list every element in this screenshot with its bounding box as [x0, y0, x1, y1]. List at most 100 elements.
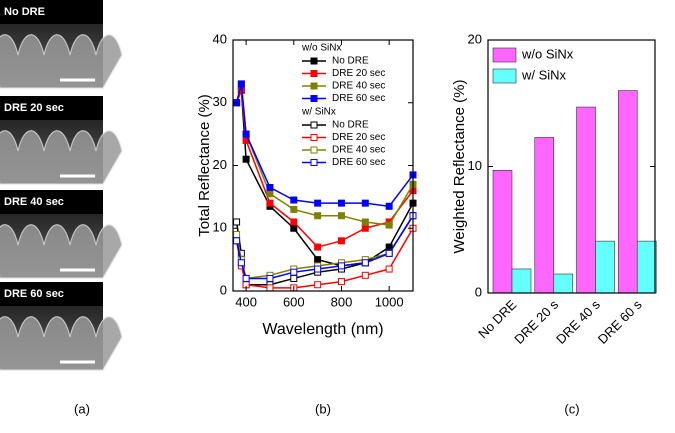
panel-caption: (a) [74, 401, 90, 416]
legend-label: w/o SiNx [521, 46, 574, 61]
data-point [361, 259, 369, 267]
data-point [314, 199, 322, 207]
data-point [385, 202, 393, 210]
data-point [385, 265, 393, 273]
x-tick-label: DRE 60 s [595, 297, 645, 347]
panel-caption: (b) [315, 401, 331, 416]
data-point [290, 274, 298, 282]
data-point [266, 284, 274, 292]
y-tick-label: 30 [213, 94, 227, 109]
data-line [235, 215, 414, 280]
legend-label: w/ SiNx [521, 67, 567, 82]
data-point [361, 199, 369, 207]
data-line [235, 83, 414, 208]
legend-swatch [492, 47, 517, 63]
sem-label: DRE 60 sec [4, 288, 64, 300]
data-point [237, 259, 245, 267]
sem-label-strip [0, 0, 103, 24]
x-tick-label: DRE 20 s [511, 297, 561, 347]
data-point [233, 237, 241, 245]
panel-caption: (c) [564, 401, 579, 416]
data-point [337, 278, 345, 286]
data-point [266, 183, 274, 191]
data-point [314, 256, 322, 264]
data-point [337, 262, 345, 270]
data-point [233, 218, 241, 226]
y-tick-label: 10 [468, 158, 482, 173]
legend-marker [310, 95, 318, 102]
x-tick-label: 800 [331, 294, 353, 309]
data-point [237, 80, 245, 88]
legend-group-title: w/ SiNx [301, 107, 336, 118]
plot-frame [232, 39, 414, 292]
data-point [290, 205, 298, 213]
data-point [242, 130, 250, 138]
data-point [337, 199, 345, 207]
sem-label-strip [0, 282, 103, 306]
sem-label: DRE 40 sec [4, 196, 64, 208]
bar [492, 169, 513, 294]
legend-label: DRE 60 sec [332, 157, 385, 168]
sem-label-strip [0, 96, 103, 120]
data-point [361, 271, 369, 279]
y-axis-title: Weighted Reflectance (%) [451, 80, 468, 254]
sem-label-strip [0, 190, 103, 214]
legend-marker [310, 121, 318, 129]
data-point [266, 274, 274, 282]
y-tick-label: 20 [213, 157, 227, 172]
y-tick-label: 40 [213, 31, 227, 46]
data-point [266, 190, 274, 198]
x-tick-label: DRE 40 s [553, 297, 603, 347]
data-line [235, 89, 414, 267]
data-point [314, 265, 322, 273]
bar [595, 240, 615, 294]
data-point [233, 231, 241, 239]
data-point [361, 224, 369, 232]
plot-frame [487, 39, 656, 294]
data-point [337, 237, 345, 245]
sem-texture [0, 224, 123, 279]
data-point [290, 218, 298, 226]
legend-label: DRE 60 sec [332, 93, 385, 104]
data-point [314, 281, 322, 289]
y-axis-title: Total Reflectance (%) [196, 94, 213, 237]
bar [553, 273, 574, 294]
legend-group-title: w/o SiNx [301, 43, 341, 54]
legend-marker [310, 70, 318, 77]
sem-texture [0, 316, 123, 371]
data-point [361, 218, 369, 226]
y-tick-label: 10 [213, 220, 227, 235]
legend-marker [310, 57, 318, 65]
legend-label: DRE 40 sec [332, 81, 385, 92]
legend-label: DRE 20 sec [332, 132, 385, 143]
legend-label: No DRE [332, 56, 369, 67]
data-point [242, 274, 250, 282]
data-point [290, 196, 298, 204]
y-tick-label: 0 [475, 284, 482, 299]
data-point [337, 212, 345, 220]
bar [511, 268, 532, 294]
sem-texture [0, 34, 123, 89]
data-point [290, 224, 298, 232]
x-tick-label: 1000 [375, 294, 404, 309]
y-tick-label: 0 [220, 282, 227, 297]
bar [636, 240, 657, 294]
sem-texture [0, 130, 123, 185]
bar [576, 106, 596, 294]
legend-label: No DRE [332, 120, 369, 131]
legend-marker [310, 134, 318, 141]
x-axis-title: Wavelength (nm) [262, 321, 383, 338]
x-tick-label: 600 [283, 294, 305, 309]
data-point [385, 221, 393, 229]
legend-marker [310, 159, 318, 166]
data-point [266, 199, 274, 207]
data-point [290, 268, 298, 276]
bar [617, 90, 638, 294]
sem-label: No DRE [4, 6, 45, 18]
data-point [314, 243, 322, 251]
legend-marker [310, 82, 318, 90]
x-tick-label: 400 [235, 294, 257, 309]
legend-swatch [492, 68, 517, 84]
legend-label: DRE 40 sec [332, 145, 385, 156]
